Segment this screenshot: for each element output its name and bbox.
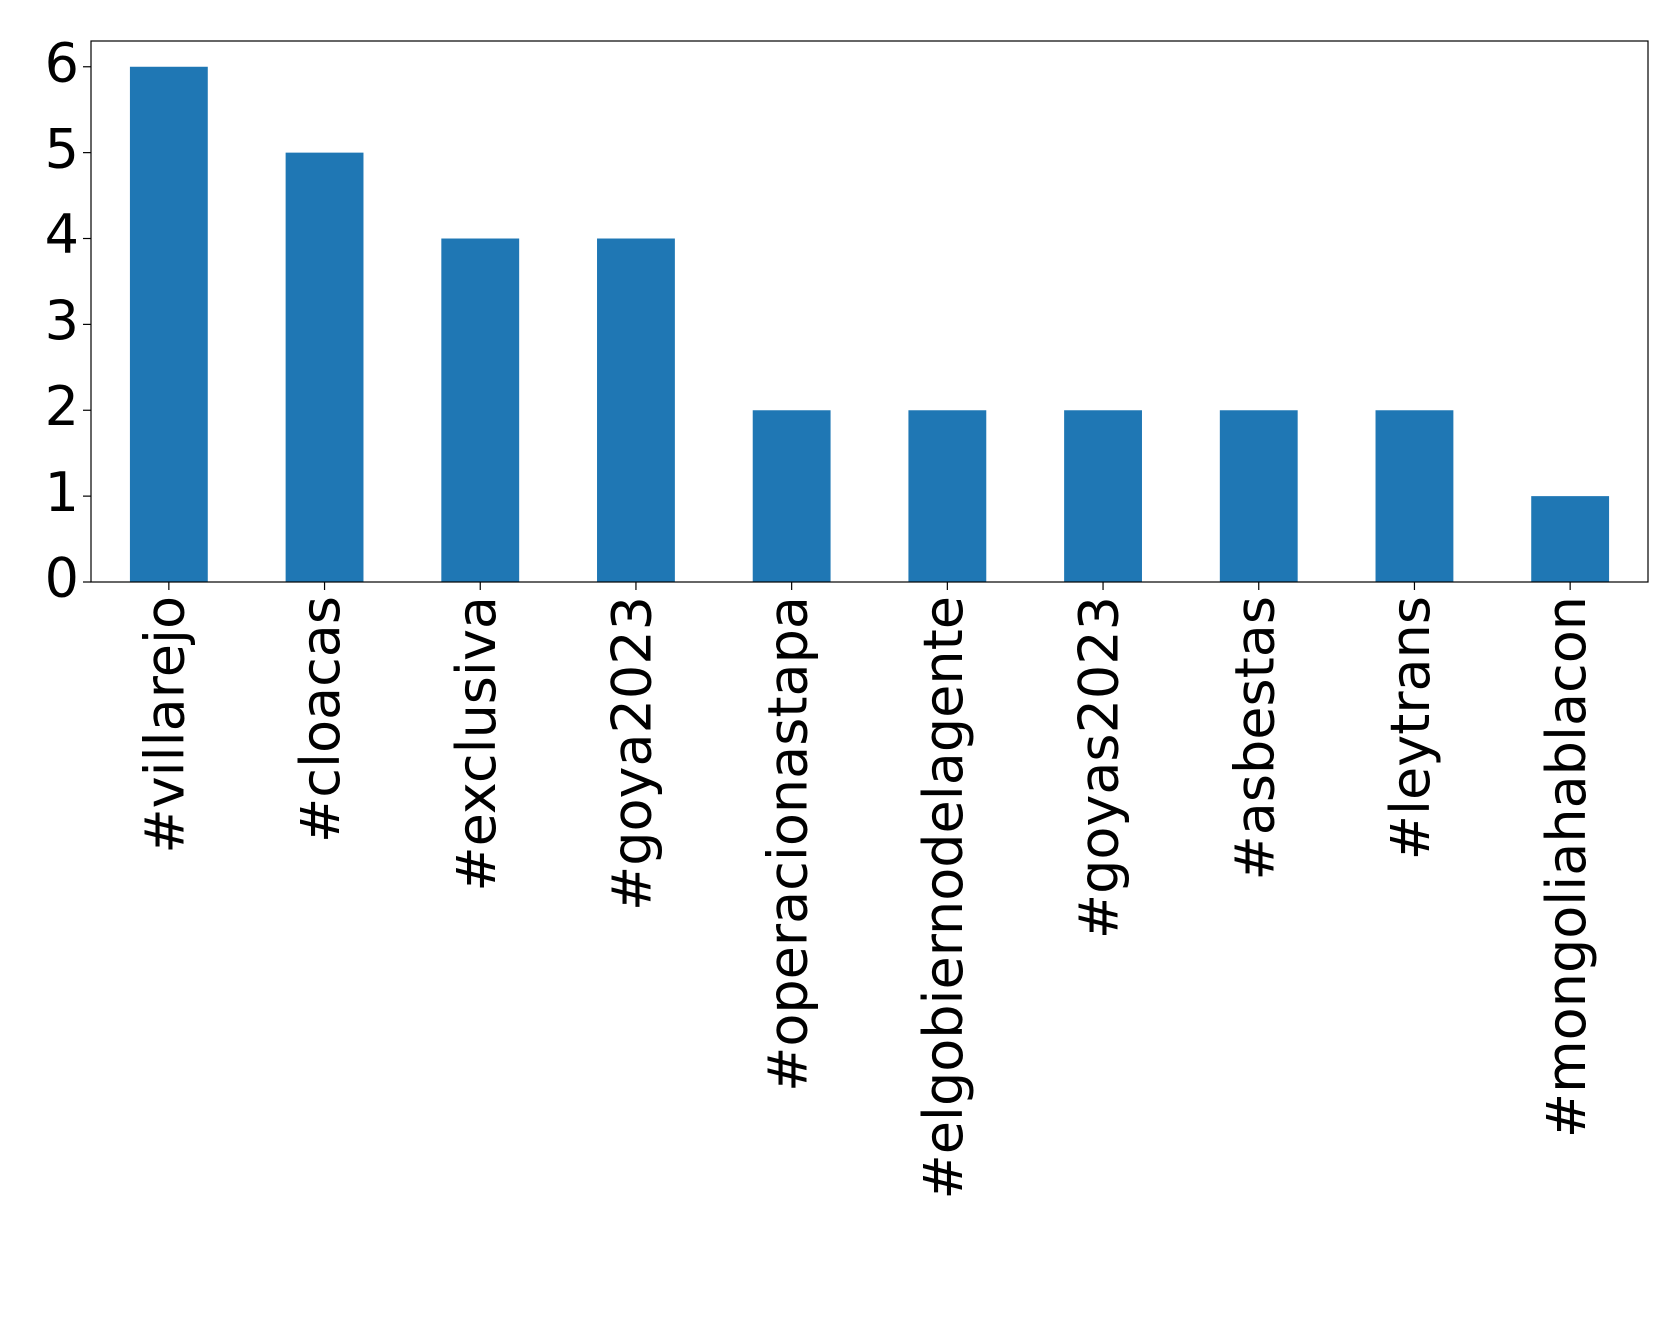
y-tick-label: 0 xyxy=(45,547,79,610)
bar xyxy=(597,238,675,582)
bar xyxy=(1064,410,1142,582)
y-tick-label: 2 xyxy=(45,375,79,438)
x-tick-label: #exclusiva xyxy=(445,596,508,892)
x-tick-label: #villarejo xyxy=(133,596,196,854)
x-tick-label: #operacionastapa xyxy=(756,596,819,1092)
x-tick-label: #goyas2023 xyxy=(1068,596,1131,939)
x-tick-label: #asbestas xyxy=(1223,596,1286,881)
bar xyxy=(752,410,831,582)
bar xyxy=(1375,410,1454,582)
y-tick-label: 1 xyxy=(45,461,79,524)
bar xyxy=(1531,496,1610,582)
x-tick-label: #goya2023 xyxy=(601,596,664,911)
bar xyxy=(908,410,987,582)
x-tick-label: #mongoliahablacon xyxy=(1535,596,1598,1138)
y-tick-label: 4 xyxy=(45,203,79,266)
bar xyxy=(1219,410,1298,582)
x-tick-label: #cloacas xyxy=(289,596,352,843)
x-tick-label: #elgobiernodelagente xyxy=(912,596,975,1200)
x-tick-label: #leytrans xyxy=(1379,596,1442,860)
y-tick-label: 3 xyxy=(45,289,79,352)
plot-frame xyxy=(90,40,1649,583)
bar xyxy=(129,66,208,582)
bar xyxy=(441,238,520,582)
bar xyxy=(285,152,364,582)
y-tick-label: 6 xyxy=(45,31,79,94)
y-tick-label: 5 xyxy=(45,117,79,180)
